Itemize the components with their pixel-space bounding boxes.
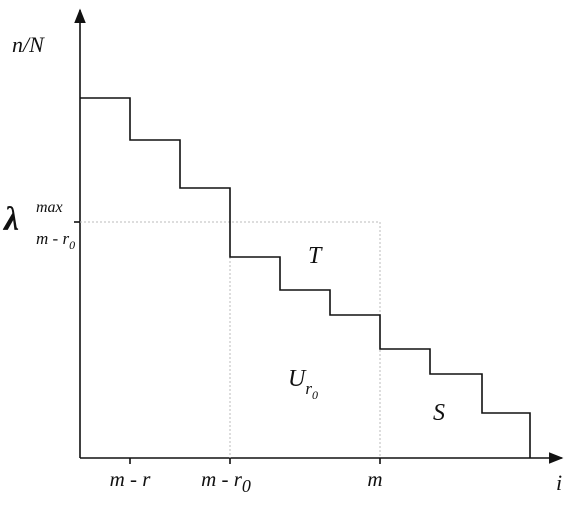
sub-sub: 0 bbox=[312, 388, 318, 402]
y-axis-label: n/N bbox=[12, 32, 45, 57]
lambda-sup: max bbox=[36, 199, 63, 216]
x-tick-label: m - r bbox=[110, 467, 152, 491]
region-label: Ur0 bbox=[288, 366, 318, 402]
sub-sub: 0 bbox=[69, 238, 75, 252]
x-tick-label: m - r0 bbox=[201, 467, 251, 496]
region-label: T bbox=[308, 243, 323, 269]
main: m - r bbox=[201, 467, 243, 491]
main: U bbox=[288, 366, 307, 392]
region-label: S bbox=[433, 400, 445, 426]
sub: m - r bbox=[36, 229, 69, 248]
sub: r bbox=[305, 379, 312, 398]
sub: 0 bbox=[242, 476, 251, 496]
x-tick-label: m bbox=[367, 467, 382, 491]
lambda: λ bbox=[2, 201, 19, 238]
lambda-sub: m - r0 bbox=[36, 229, 75, 252]
guide-lines bbox=[80, 221, 381, 458]
x-axis-label: i bbox=[556, 470, 562, 495]
staircase bbox=[80, 97, 531, 458]
